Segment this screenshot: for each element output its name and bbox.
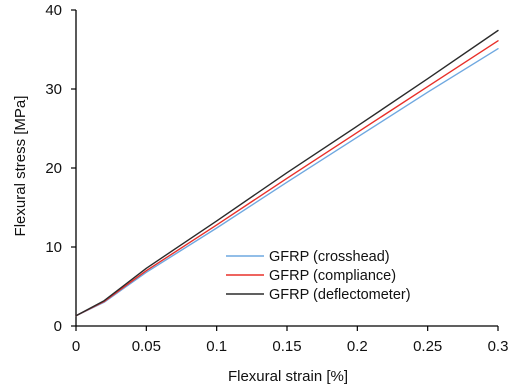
series-line-1 bbox=[75, 48, 499, 317]
x-tick-label: 0.25 bbox=[413, 338, 442, 355]
axes bbox=[71, 9, 499, 331]
series-layer bbox=[75, 29, 499, 317]
x-tick-label: 0.3 bbox=[488, 338, 509, 355]
tick-labels: 0 0.05 0.1 0.15 0.2 0.25 0.3 0 10 20 30 40 bbox=[45, 2, 508, 355]
legend: GFRP (crosshead) GFRP (compliance) GFRP (d… bbox=[226, 249, 411, 303]
y-tick-label: 30 bbox=[45, 81, 62, 98]
y-tick-label: 20 bbox=[45, 160, 62, 177]
y-tick-label: 40 bbox=[45, 2, 62, 19]
series-line-3 bbox=[75, 29, 499, 317]
x-axis-title: Flexural strain [%] bbox=[228, 368, 348, 385]
x-tick-label: 0.2 bbox=[347, 338, 368, 355]
series-line-2 bbox=[75, 40, 499, 317]
y-axis-title: Flexural stress [MPa] bbox=[12, 96, 29, 237]
x-tick-label: 0 bbox=[72, 338, 80, 355]
y-tick-label: 0 bbox=[54, 318, 62, 335]
legend-label: GFRP (deflectometer) bbox=[269, 287, 411, 303]
legend-label: GFRP (crosshead) bbox=[269, 249, 390, 265]
x-tick-label: 0.15 bbox=[272, 338, 301, 355]
legend-label: GFRP (compliance) bbox=[269, 268, 396, 284]
x-tick-label: 0.1 bbox=[206, 338, 227, 355]
x-tick-label: 0.05 bbox=[132, 338, 161, 355]
y-tick-label: 10 bbox=[45, 239, 62, 256]
